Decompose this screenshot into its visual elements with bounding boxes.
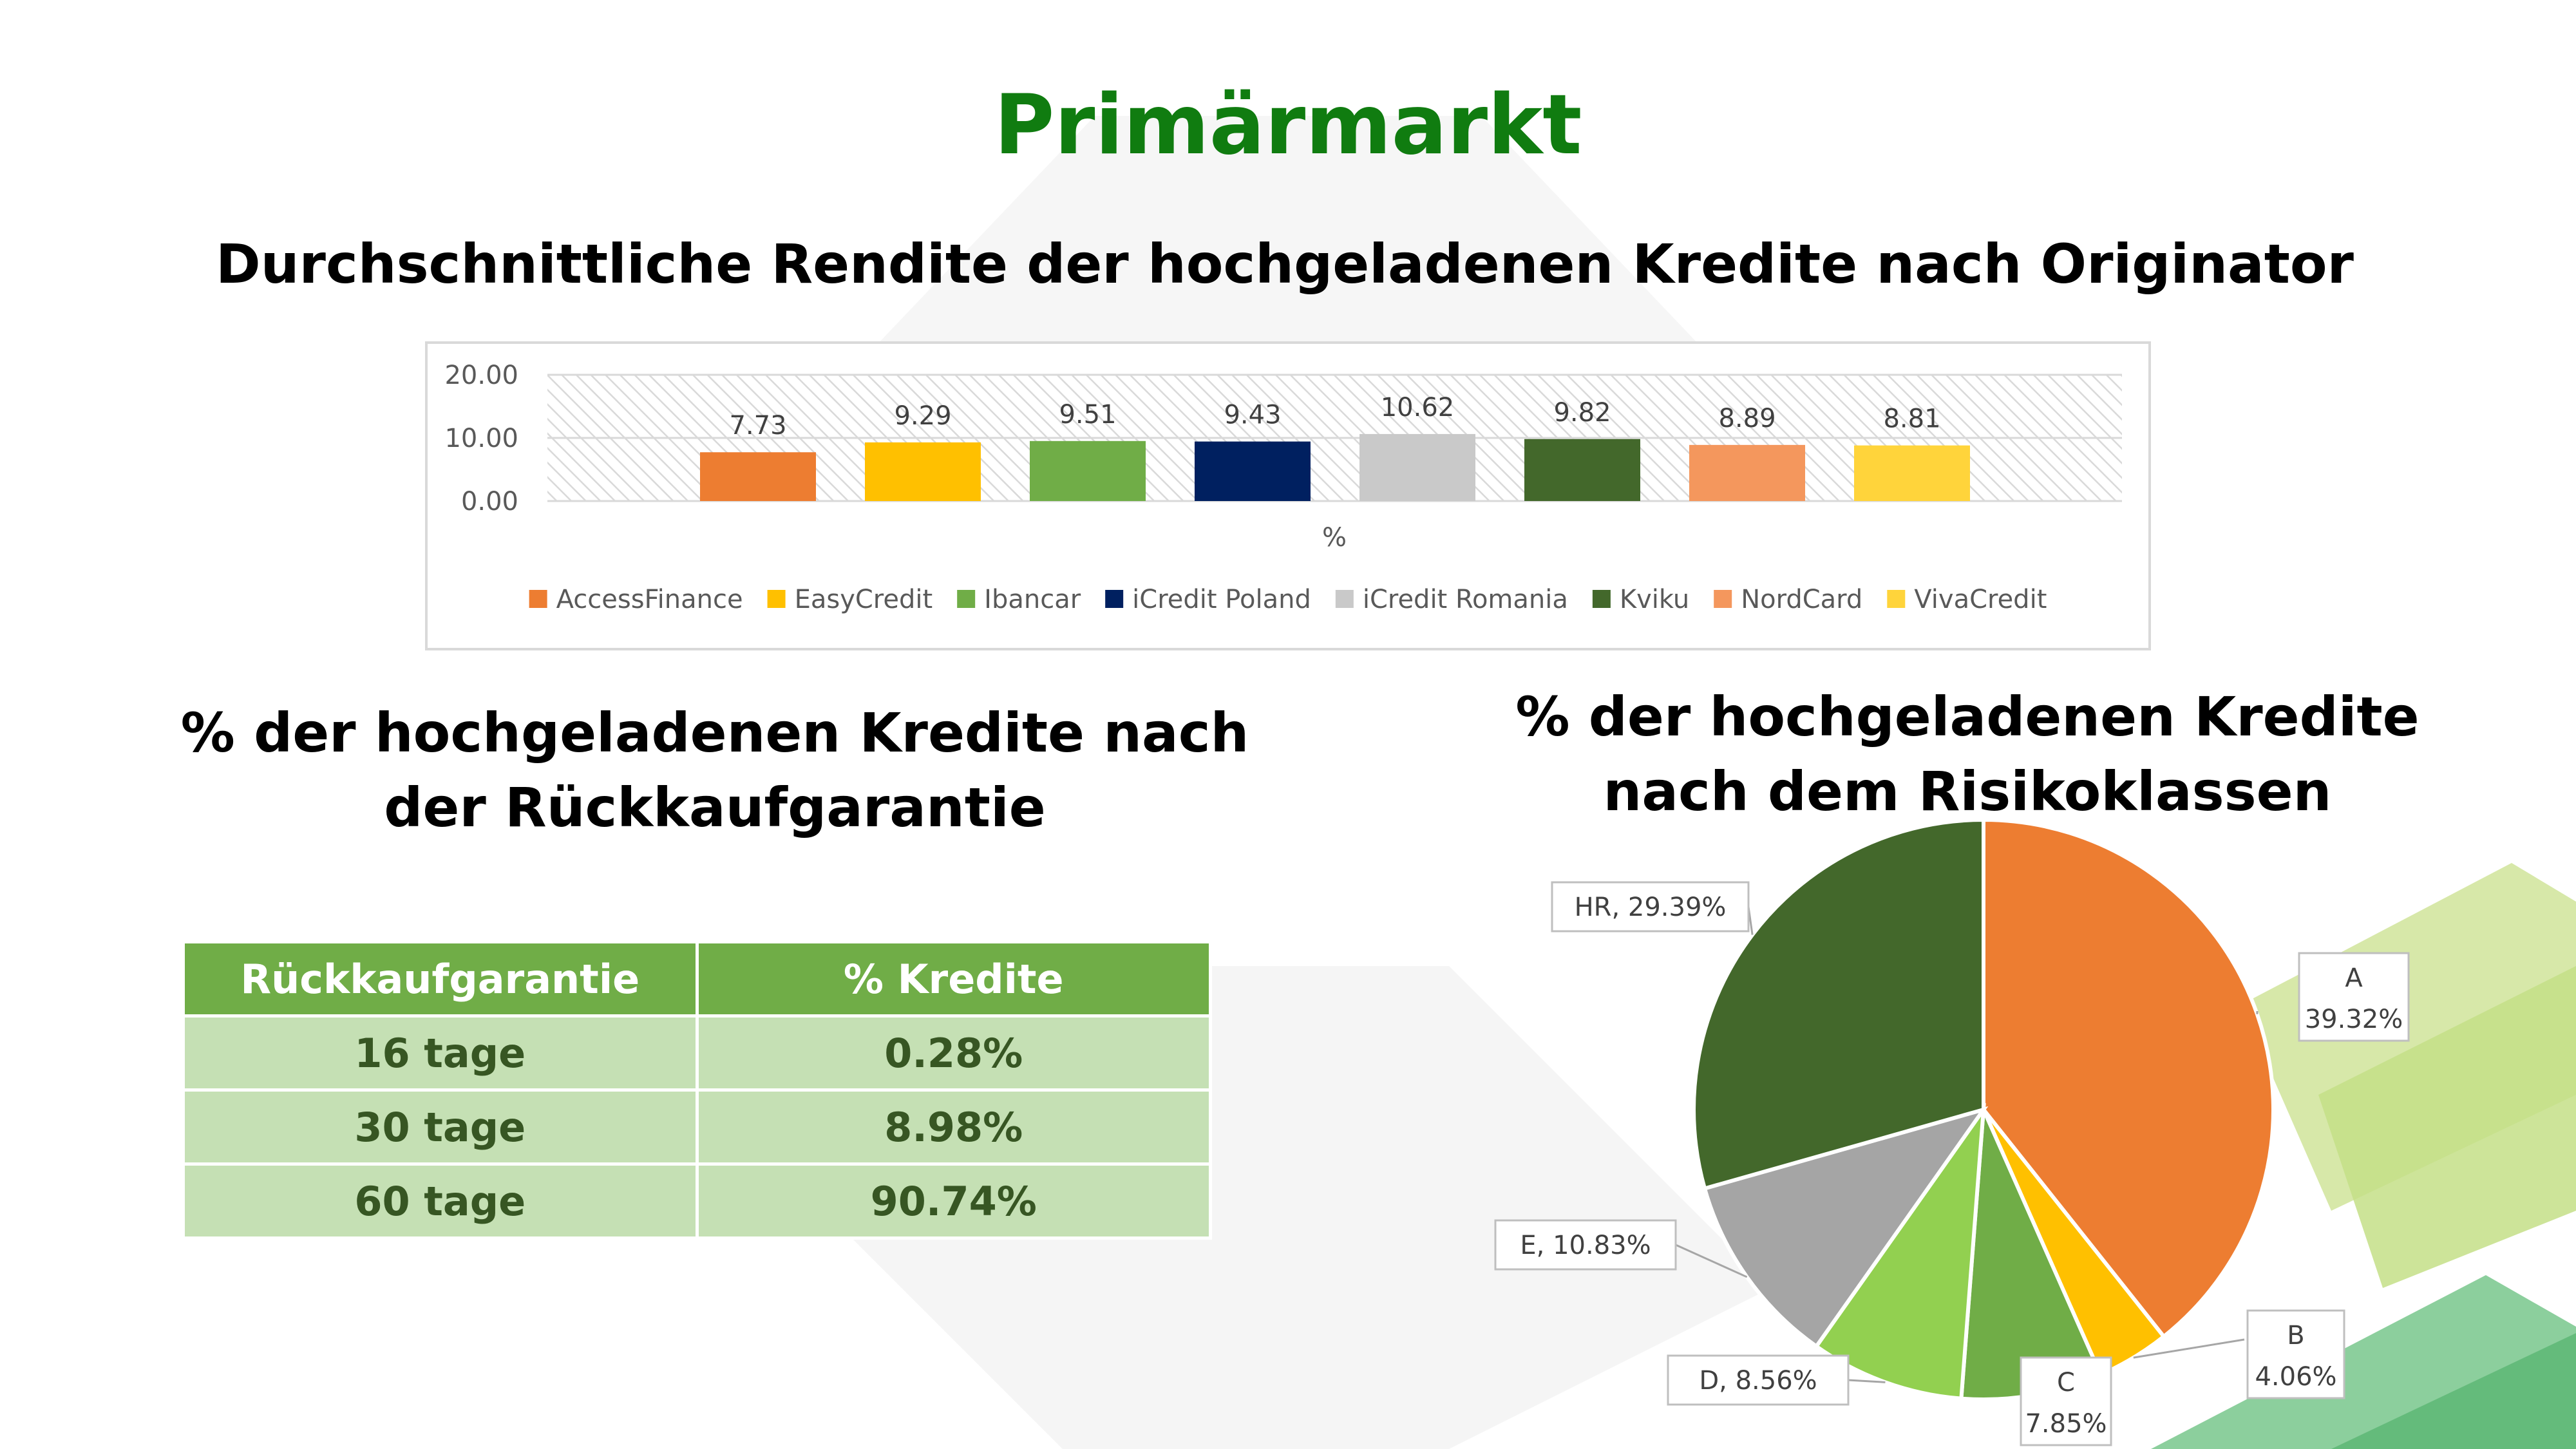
bar-legend-swatch	[1887, 590, 1906, 608]
bar-y-tick-label: 20.00	[444, 361, 518, 390]
bar-y-tick-label: 10.00	[444, 424, 518, 453]
pie-label-category: B	[2287, 1321, 2304, 1350]
pie-leader-line	[2133, 1338, 2245, 1359]
pie-slice-d	[1814, 1103, 1986, 1401]
bar-ibancar	[1030, 440, 1146, 501]
bar-legend-label: EasyCredit	[795, 585, 933, 614]
bar-legend-item: EasyCredit	[767, 585, 933, 614]
bar-data-label: 9.29	[894, 401, 951, 431]
bar-legend-label: iCredit Romania	[1363, 585, 1568, 614]
bar-legend-item: VivaCredit	[1887, 585, 2047, 614]
bar-legend-swatch	[1714, 590, 1732, 608]
pie-label-percent: 7.85%	[2025, 1409, 2107, 1439]
pie-data-labels: A 39.32% B 4.06% C 7.85% D, 8.56% E, 10.83% HR, …	[1494, 881, 2410, 1446]
bar-legend-swatch	[1335, 590, 1354, 608]
bar-legend-item: iCredit Romania	[1335, 585, 1568, 614]
bar-legend-item: AccessFinance	[529, 585, 743, 614]
bg-shape-green-4	[2331, 1333, 2576, 1449]
pie-label-box	[2246, 1309, 2345, 1399]
table-title: % der hochgeladenen Kredite nach der Rüc…	[180, 701, 1249, 839]
bar-vivacredit	[1854, 445, 1970, 501]
bar-data-label: 9.82	[1553, 398, 1611, 428]
pie-chart-title: % der hochgeladenen Kredite nach dem Ris…	[1515, 685, 2420, 823]
pie-label-box	[1494, 1219, 1677, 1271]
pie-leader-line	[1848, 1379, 1886, 1383]
bar-marks	[700, 433, 1970, 501]
table-cell-share: 8.98%	[695, 1088, 1212, 1166]
bar-legend-item: iCredit Poland	[1105, 585, 1311, 614]
bar-y-tick-labels: 0.00 10.00 20.00	[444, 361, 518, 516]
table-header-row: Rückkaufgarantie % Kredite	[182, 940, 1212, 1018]
bar-legend-item: Kviku	[1592, 585, 1689, 614]
bar-data-label: 9.43	[1224, 401, 1281, 430]
bar-legend-swatch	[1105, 590, 1124, 608]
yield-bar-chart: 0.00 10.00 20.00 7.73 9.29 9.51 9.43 10.62 9.82…	[425, 341, 2151, 650]
table-cell-guarantee: 16 tage	[182, 1014, 699, 1092]
table-cell-share: 90.74%	[695, 1162, 1212, 1240]
pie-label-box	[1667, 1354, 1850, 1406]
table-header-share: % Kredite	[695, 940, 1212, 1018]
table-cell-guarantee: 30 tage	[182, 1088, 699, 1166]
bar-legend-label: VivaCredit	[1914, 585, 2047, 614]
table-row: 16 tage 0.28%	[182, 1014, 1212, 1092]
bar-legend-label: Ibancar	[984, 585, 1081, 614]
bar-legend-label: iCredit Poland	[1132, 585, 1311, 614]
bar-data-label: 8.81	[1883, 404, 1940, 434]
pie-leader-line	[1675, 1244, 1748, 1278]
bar-data-label: 8.89	[1718, 404, 1776, 433]
pie-label-box	[2298, 952, 2410, 1042]
bar-easycredit	[865, 442, 981, 501]
table-cell-share: 0.28%	[695, 1014, 1212, 1092]
pie-label-percent: 39.32%	[2305, 1005, 2403, 1034]
bar-data-labels: 7.73 9.29 9.51 9.43 10.62 9.82 8.89 8.81	[729, 393, 1940, 440]
table-row: 30 tage 8.98%	[182, 1088, 1212, 1166]
pie-label-box	[2020, 1356, 2112, 1446]
bar-kviku	[1524, 439, 1640, 501]
bar-icredit-poland	[1195, 441, 1311, 501]
pie-slice-a	[1982, 817, 2275, 1340]
bar-legend: AccessFinance EasyCredit Ibancar iCredit Po…	[529, 585, 2047, 614]
bar-icredit-romania	[1359, 433, 1475, 501]
bar-legend-label: Kviku	[1620, 585, 1689, 614]
bar-legend-swatch	[1592, 590, 1611, 608]
bar-legend-label: NordCard	[1741, 585, 1862, 614]
pie-label-category: E, 10.83%	[1520, 1231, 1651, 1260]
guarantee-table: Rückkaufgarantie % Kredite 16 tage 0.28%…	[182, 940, 1212, 1240]
bar-legend-label: AccessFinance	[556, 585, 743, 614]
bar-nordcard	[1689, 444, 1805, 501]
table-header-guarantee: Rückkaufgarantie	[182, 940, 699, 1018]
bar-chart-title: Durchschnittliche Rendite der hochgelade…	[216, 232, 2354, 296]
table-cell-guarantee: 60 tage	[182, 1162, 699, 1240]
risk-class-pie-chart: A 39.32% B 4.06% C 7.85% D, 8.56% E, 10.83% HR, …	[1494, 817, 2410, 1446]
bar-legend-item: NordCard	[1714, 585, 1862, 614]
bar-y-tick-label: 0.00	[461, 487, 518, 516]
bar-legend-swatch	[529, 590, 547, 608]
pie-label-category: A	[2345, 963, 2363, 993]
bar-data-label: 9.51	[1059, 400, 1116, 430]
bar-x-axis-label: %	[1322, 523, 1347, 553]
bar-data-label: 10.62	[1381, 393, 1455, 422]
pie-label-category: HR, 29.39%	[1575, 893, 1727, 922]
table-row: 60 tage 90.74%	[182, 1162, 1212, 1240]
bar-legend-swatch	[957, 590, 976, 608]
pie-label-category: D, 8.56%	[1699, 1366, 1817, 1396]
bar-legend-item: Ibancar	[957, 585, 1081, 614]
pie-slices	[1692, 817, 2275, 1401]
bg-shape-green-2	[2318, 966, 2576, 1288]
bar-accessfinance	[700, 452, 816, 501]
bar-data-label: 7.73	[729, 411, 786, 440]
pie-label-percent: 4.06%	[2255, 1362, 2336, 1392]
pie-label-box	[1551, 881, 1750, 933]
page-title: Primärmarkt	[994, 77, 1582, 173]
bar-legend-swatch	[767, 590, 786, 608]
pie-label-category: C	[2057, 1368, 2075, 1397]
